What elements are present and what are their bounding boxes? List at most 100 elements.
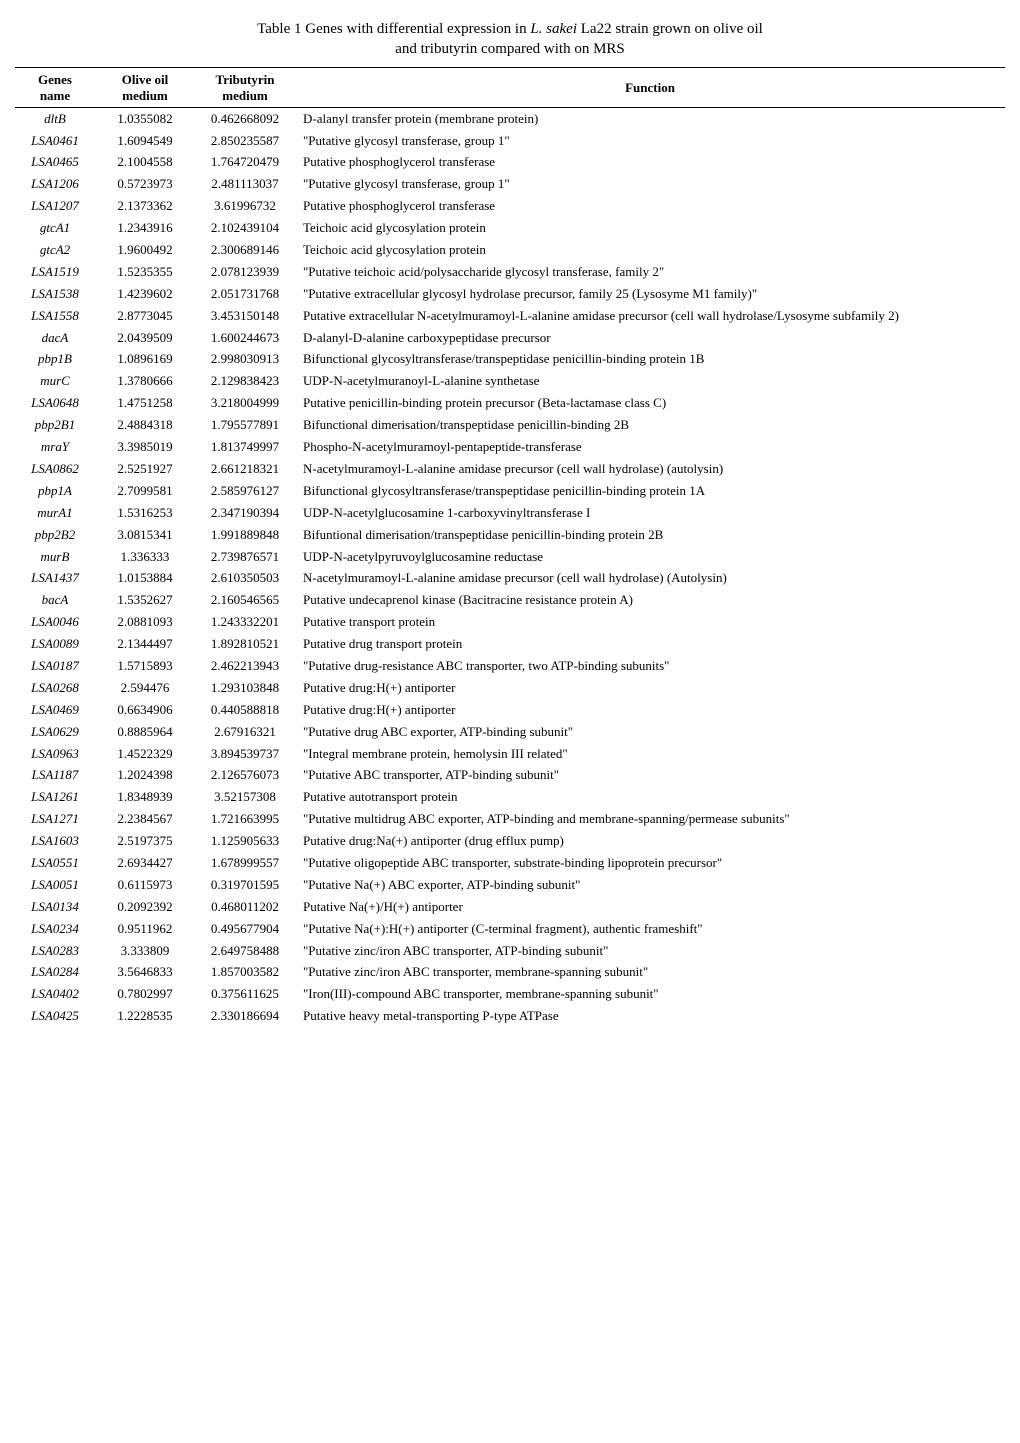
table-row: pbp2B12.48843181.795577891Bifunctional d… bbox=[15, 415, 1005, 437]
tributyrin-cell: 2.051731768 bbox=[195, 283, 295, 305]
gene-cell: LSA0963 bbox=[15, 743, 95, 765]
table-row: LSA11871.20243982.126576073"Putative ABC… bbox=[15, 765, 1005, 787]
olive-oil-cell: 2.1344497 bbox=[95, 634, 195, 656]
tributyrin-cell: 2.850235587 bbox=[195, 130, 295, 152]
table-row: LSA02682.5944761.293103848Putative drug:… bbox=[15, 677, 1005, 699]
function-cell: D-alanyl-D-alanine carboxypeptidase prec… bbox=[295, 327, 1005, 349]
gene-cell: LSA0187 bbox=[15, 655, 95, 677]
tributyrin-cell: 1.857003582 bbox=[195, 962, 295, 984]
table-row: LSA04020.78029970.375611625"Iron(III)-co… bbox=[15, 984, 1005, 1006]
tributyrin-cell: 1.243332201 bbox=[195, 612, 295, 634]
olive-oil-cell: 0.2092392 bbox=[95, 896, 195, 918]
table-row: LSA15381.42396022.051731768"Putative ext… bbox=[15, 283, 1005, 305]
gene-cell: LSA1603 bbox=[15, 831, 95, 853]
olive-oil-cell: 2.2384567 bbox=[95, 809, 195, 831]
table-row: LSA00510.61159730.319701595"Putative Na(… bbox=[15, 874, 1005, 896]
function-cell: Putative drug transport protein bbox=[295, 634, 1005, 656]
olive-oil-cell: 0.5723973 bbox=[95, 174, 195, 196]
tributyrin-cell: 0.319701595 bbox=[195, 874, 295, 896]
olive-oil-cell: 0.8885964 bbox=[95, 721, 195, 743]
table-row: pbp1A2.70995812.585976127Bifunctional gl… bbox=[15, 480, 1005, 502]
table-row: murA11.53162532.347190394UDP-N-acetylglu… bbox=[15, 502, 1005, 524]
tributyrin-cell: 3.52157308 bbox=[195, 787, 295, 809]
tributyrin-cell: 0.468011202 bbox=[195, 896, 295, 918]
tributyrin-cell: 3.453150148 bbox=[195, 305, 295, 327]
table-row: LSA04690.66349060.440588818Putative drug… bbox=[15, 699, 1005, 721]
olive-oil-cell: 1.3780666 bbox=[95, 371, 195, 393]
function-cell: "Integral membrane protein, hemolysin II… bbox=[295, 743, 1005, 765]
tributyrin-cell: 1.991889848 bbox=[195, 524, 295, 546]
gene-cell: LSA0862 bbox=[15, 458, 95, 480]
olive-oil-cell: 1.0896169 bbox=[95, 349, 195, 371]
table-row: LSA08622.52519272.661218321N-acetylmuram… bbox=[15, 458, 1005, 480]
function-cell: Putative drug:Na(+) antiporter (drug eff… bbox=[295, 831, 1005, 853]
function-cell: Putative extracellular N-acetylmuramoyl-… bbox=[295, 305, 1005, 327]
olive-oil-cell: 1.2024398 bbox=[95, 765, 195, 787]
function-cell: "Putative drug ABC exporter, ATP-binding… bbox=[295, 721, 1005, 743]
olive-oil-cell: 2.5251927 bbox=[95, 458, 195, 480]
tributyrin-cell: 0.440588818 bbox=[195, 699, 295, 721]
function-cell: Bifunctional glycosyltransferase/transpe… bbox=[295, 349, 1005, 371]
gene-cell: LSA0402 bbox=[15, 984, 95, 1006]
title-italic-species: L. sakei bbox=[530, 21, 577, 37]
table-title: Table 1 Genes with differential expressi… bbox=[15, 20, 1005, 59]
olive-oil-cell: 0.9511962 bbox=[95, 918, 195, 940]
table-row: LSA12712.23845671.721663995"Putative mul… bbox=[15, 809, 1005, 831]
title-text-1-end: La22 strain grown on olive oil bbox=[577, 21, 763, 37]
table-row: mraY3.39850191.813749997Phospho-N-acetyl… bbox=[15, 437, 1005, 459]
table-row: LSA01871.57158932.462213943"Putative dru… bbox=[15, 655, 1005, 677]
function-cell: Putative drug:H(+) antiporter bbox=[295, 677, 1005, 699]
function-cell: Bifunctional dimerisation/transpeptidase… bbox=[295, 415, 1005, 437]
table-row: murC1.37806662.129838423UDP-N-acetylmura… bbox=[15, 371, 1005, 393]
header-tributyrin: Tributyrin medium bbox=[195, 68, 295, 108]
olive-oil-cell: 2.0439509 bbox=[95, 327, 195, 349]
tributyrin-cell: 3.61996732 bbox=[195, 196, 295, 218]
olive-oil-cell: 1.4239602 bbox=[95, 283, 195, 305]
gene-cell: murB bbox=[15, 546, 95, 568]
table-row: dacA2.04395091.600244673D-alanyl-D-alani… bbox=[15, 327, 1005, 349]
header-gene: Genes name bbox=[15, 68, 95, 108]
gene-cell: dltB bbox=[15, 108, 95, 130]
gene-cell: LSA1206 bbox=[15, 174, 95, 196]
tributyrin-cell: 2.102439104 bbox=[195, 218, 295, 240]
table-row: LSA06481.47512583.218004999Putative peni… bbox=[15, 393, 1005, 415]
table-row: LSA02843.56468331.857003582"Putative zin… bbox=[15, 962, 1005, 984]
tributyrin-cell: 1.813749997 bbox=[195, 437, 295, 459]
function-cell: UDP-N-acetylmuranoyl-L-alanine synthetas… bbox=[295, 371, 1005, 393]
gene-cell: LSA1538 bbox=[15, 283, 95, 305]
olive-oil-cell: 0.6115973 bbox=[95, 874, 195, 896]
table-row: LSA02833.3338092.649758488"Putative zinc… bbox=[15, 940, 1005, 962]
gene-cell: LSA1261 bbox=[15, 787, 95, 809]
olive-oil-cell: 1.4751258 bbox=[95, 393, 195, 415]
tributyrin-cell: 2.129838423 bbox=[195, 371, 295, 393]
title-text-1: Table 1 Genes with differential expressi… bbox=[257, 21, 530, 37]
table-row: LSA12060.57239732.481113037"Putative gly… bbox=[15, 174, 1005, 196]
tributyrin-cell: 2.585976127 bbox=[195, 480, 295, 502]
gene-cell: LSA1558 bbox=[15, 305, 95, 327]
tributyrin-cell: 1.600244673 bbox=[195, 327, 295, 349]
tributyrin-cell: 2.078123939 bbox=[195, 261, 295, 283]
table-row: LSA09631.45223293.894539737"Integral mem… bbox=[15, 743, 1005, 765]
table-row: LSA06290.88859642.67916321"Putative drug… bbox=[15, 721, 1005, 743]
gene-cell: bacA bbox=[15, 590, 95, 612]
gene-cell: LSA0469 bbox=[15, 699, 95, 721]
table-row: dltB1.03550820.462668092D-alanyl transfe… bbox=[15, 108, 1005, 130]
tributyrin-cell: 2.462213943 bbox=[195, 655, 295, 677]
function-cell: Putative drug:H(+) antiporter bbox=[295, 699, 1005, 721]
gene-cell: LSA1187 bbox=[15, 765, 95, 787]
function-cell: Putative Na(+)/H(+) antiporter bbox=[295, 896, 1005, 918]
function-cell: "Putative extracellular glycosyl hydrola… bbox=[295, 283, 1005, 305]
gene-cell: LSA0089 bbox=[15, 634, 95, 656]
tributyrin-cell: 0.495677904 bbox=[195, 918, 295, 940]
tributyrin-cell: 1.721663995 bbox=[195, 809, 295, 831]
tributyrin-cell: 3.218004999 bbox=[195, 393, 295, 415]
function-cell: Bifunctional glycosyltransferase/transpe… bbox=[295, 480, 1005, 502]
gene-cell: gtcA2 bbox=[15, 240, 95, 262]
olive-oil-cell: 1.9600492 bbox=[95, 240, 195, 262]
function-cell: Bifuntional dimerisation/transpeptidase … bbox=[295, 524, 1005, 546]
olive-oil-cell: 3.3985019 bbox=[95, 437, 195, 459]
table-row: gtcA21.96004922.300689146Teichoic acid g… bbox=[15, 240, 1005, 262]
function-cell: Teichoic acid glycosylation protein bbox=[295, 240, 1005, 262]
function-cell: UDP-N-acetylpyruvoylglucosamine reductas… bbox=[295, 546, 1005, 568]
tributyrin-cell: 2.126576073 bbox=[195, 765, 295, 787]
